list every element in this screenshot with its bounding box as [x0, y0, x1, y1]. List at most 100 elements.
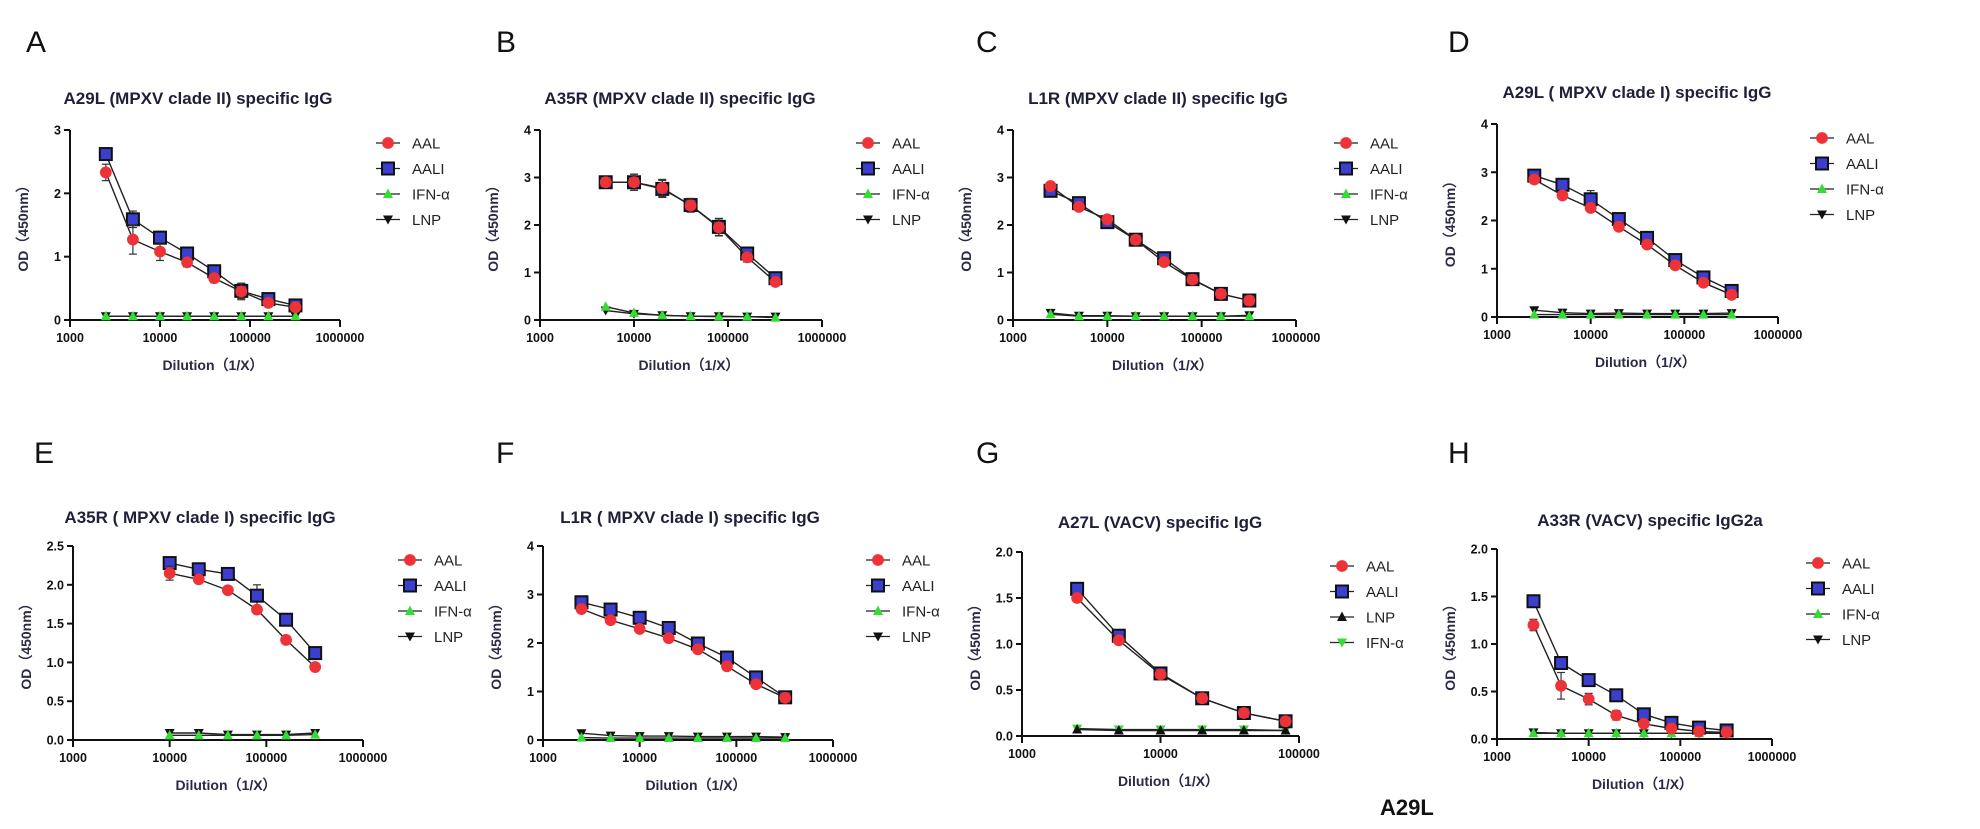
x-tick-label: 1000000 [809, 751, 858, 765]
y-tick-label: 0 [997, 314, 1004, 328]
y-axis-label: OD（450nm） [18, 596, 34, 689]
series-aali [162, 556, 323, 661]
data-point [1555, 177, 1570, 192]
legend-item: IFN-α [398, 604, 472, 621]
x-tick-label: 100000 [1278, 747, 1320, 761]
legend-marker [1811, 581, 1825, 596]
y-tick-label: 3 [54, 124, 61, 138]
series-ifn- [1529, 309, 1737, 319]
legend-item: LNP [866, 629, 931, 646]
x-tick-label: 10000 [152, 751, 187, 765]
data-point [1585, 309, 1596, 319]
y-axis-label: OD（450nm） [488, 596, 504, 689]
series-line [169, 562, 316, 654]
x-tick-label: 10000 [622, 751, 657, 765]
series-aal [1071, 592, 1292, 728]
data-point [1638, 727, 1649, 738]
legend-marker [381, 161, 395, 176]
legend-label: IFN-α [902, 604, 940, 621]
x-tick-label: 100000 [1181, 331, 1223, 345]
data-point [263, 310, 274, 321]
legend-label: AALI [1842, 581, 1875, 598]
y-tick-label: 4 [997, 124, 1004, 138]
series-line [581, 736, 786, 739]
legend-label: IFN-α [892, 187, 930, 204]
data-point [1187, 310, 1198, 321]
legend-marker [1817, 183, 1827, 193]
series-line [1534, 309, 1732, 315]
legend-item: LNP [376, 212, 441, 229]
data-point [1526, 594, 1541, 609]
data-point [634, 732, 645, 743]
data-point [741, 251, 754, 264]
legend-label: AAL [1366, 559, 1394, 576]
data-point [1725, 288, 1738, 301]
series-line [581, 732, 786, 738]
chart-panel-c: C L1R (MPXV clade II) specific IgG 0 1 2 3 4 10… [958, 26, 1408, 373]
legend-marker [1341, 215, 1351, 225]
data-point [1698, 309, 1709, 319]
data-point [127, 233, 139, 246]
chart-title: L1R (MPXV clade II) specific IgG [1028, 89, 1288, 108]
legend-item: LNP [856, 212, 921, 229]
series-aali [1526, 594, 1734, 738]
x-tick-label: 100000 [245, 751, 287, 765]
legend: AAL AALI IFN-α LNP [376, 136, 450, 229]
x-tick-label: 1000000 [316, 331, 365, 345]
legend-marker [383, 188, 393, 198]
x-tick-label: 1000000 [798, 331, 847, 345]
data-point [1238, 724, 1249, 735]
data-point [1129, 233, 1142, 246]
data-point [721, 732, 732, 743]
y-tick-label: 1 [1481, 262, 1488, 276]
data-point [692, 732, 703, 743]
data-point [1720, 726, 1733, 739]
legend-item: LNP [1810, 207, 1875, 224]
data-point [1044, 180, 1057, 192]
chart-title: A33R (VACV) specific IgG2a [1537, 511, 1763, 530]
data-point [632, 610, 647, 625]
data-point [628, 176, 640, 189]
data-point [1642, 309, 1653, 319]
x-tick-label: 10000 [1090, 331, 1125, 345]
data-point [721, 660, 733, 673]
legend-marker [1339, 161, 1353, 176]
legend-item: AALI [1806, 581, 1875, 598]
footer-label: A29L [1380, 795, 1434, 820]
data-point [770, 312, 781, 322]
y-tick-label: 2 [997, 219, 1004, 233]
legend-marker [872, 554, 884, 566]
legend-label: AALI [902, 578, 935, 595]
x-tick-label: 1000 [999, 331, 1027, 345]
legend-item: AALI [1330, 584, 1399, 601]
legend-item: AAL [1330, 559, 1394, 576]
legend-item: LNP [398, 629, 463, 646]
series-ifn- [164, 729, 321, 740]
legend: AAL AALI IFN-α LNP [866, 553, 940, 646]
data-point [1154, 668, 1167, 681]
series-ifn- [600, 301, 781, 322]
series-line [1076, 588, 1286, 722]
data-point [1669, 259, 1682, 272]
data-point [1071, 592, 1084, 604]
y-tick-label: 1.0 [1471, 638, 1488, 652]
chart-title: A35R (MPXV clade II) specific IgG [544, 89, 815, 108]
series-aali [598, 173, 783, 286]
y-tick-label: 2 [524, 219, 531, 233]
legend-label: AAL [902, 553, 930, 570]
chart-panel-b: B A35R (MPXV clade II) specific IgG 0 1 2 3 4 1… [485, 26, 930, 373]
series-lnp [164, 729, 321, 740]
y-tick-label: 1.5 [1471, 590, 1488, 604]
data-point [262, 296, 275, 309]
data-point [661, 620, 676, 635]
data-point [1244, 310, 1255, 321]
y-tick-label: 1 [997, 266, 1004, 280]
chart-title: L1R ( MPXV clade I) specific IgG [560, 508, 820, 527]
data-point [1215, 310, 1226, 321]
data-point [1073, 201, 1085, 213]
y-axis-label: OD（450nm） [1442, 174, 1458, 267]
data-point [1637, 717, 1650, 730]
data-point [1611, 727, 1622, 738]
legend-label: LNP [412, 212, 441, 229]
legend-label: AALI [412, 161, 445, 178]
